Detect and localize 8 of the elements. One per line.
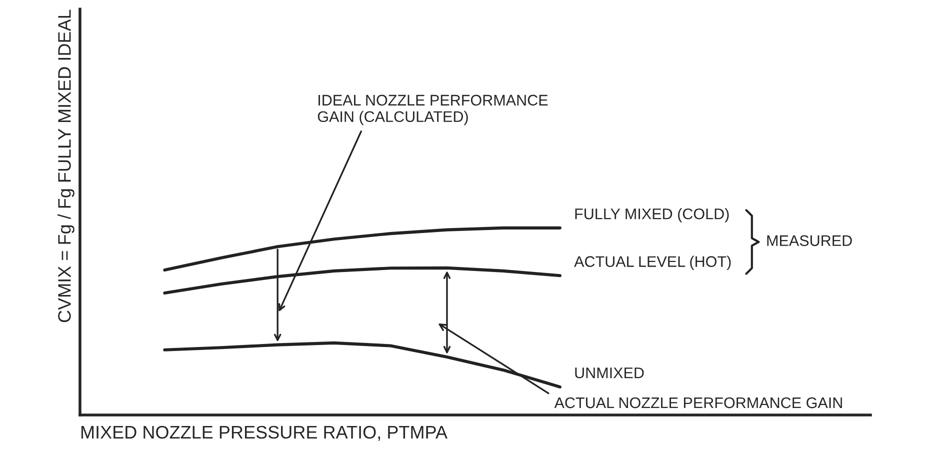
y-axis-title: CVMIX = Fg / Fg FULLY MIXED IDEAL — [58, 10, 74, 322]
series-label: UNMIXED — [575, 368, 644, 378]
text: IDEAL NOZZLE PERFORMANCE GAIN (CALCULATED) — [318, 94, 548, 126]
series-label: ACTUAL LEVEL (HOT) — [574, 256, 731, 270]
annotation: MEASURED — [767, 235, 852, 246]
annotation: ACTUAL NOZZLE PERFORMANCE GAIN — [554, 397, 842, 408]
series-label: FULLY MIXED (COLD) — [575, 208, 729, 222]
x-axis-title: MIXED NOZZLE PRESSURE RATIO, PTMPA — [81, 426, 448, 441]
